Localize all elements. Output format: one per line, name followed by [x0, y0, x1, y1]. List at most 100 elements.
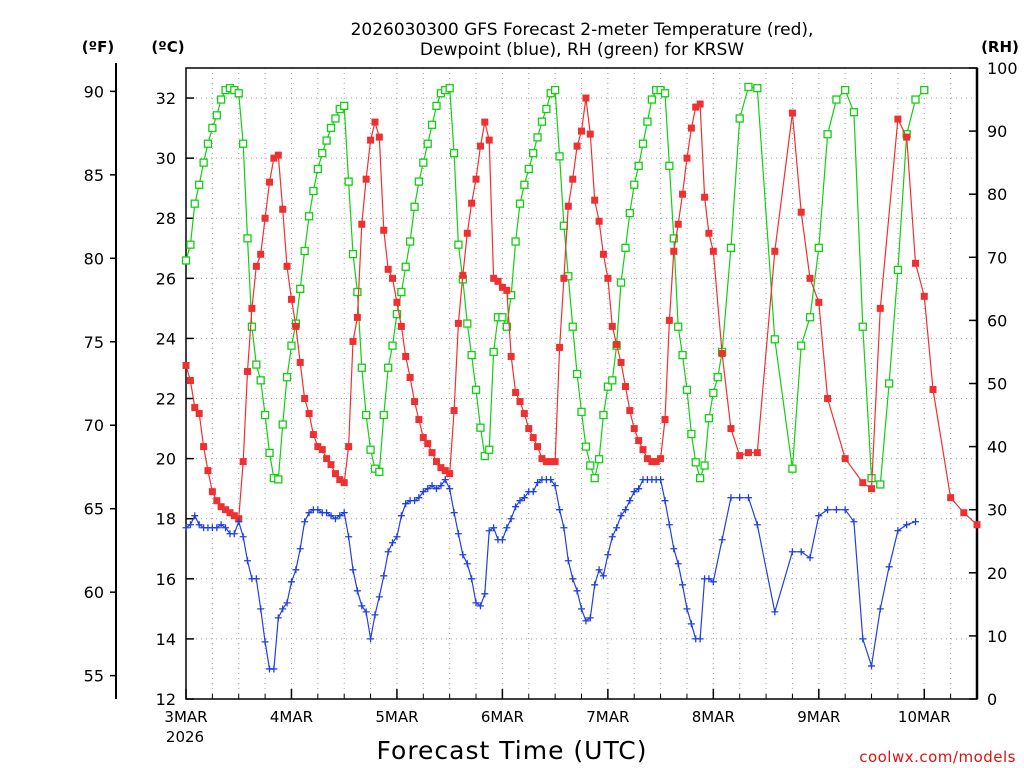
- rh-tick-label: 100: [987, 59, 1018, 78]
- temperature-point: [318, 446, 326, 454]
- temperature-point: [222, 506, 230, 514]
- rh-point: [709, 388, 718, 398]
- rh-point: [340, 101, 349, 111]
- temperature-point: [450, 407, 458, 415]
- temperature-point: [266, 178, 274, 186]
- temperature-point: [912, 259, 920, 267]
- temperature-point: [424, 440, 432, 448]
- temperature-point: [894, 115, 902, 123]
- rh-point: [318, 149, 327, 158]
- dewpoint-point: [797, 548, 805, 556]
- dewpoint-point: [498, 536, 506, 544]
- rh-point: [366, 445, 375, 454]
- dewpoint-point: [384, 548, 392, 556]
- rh-point: [876, 480, 885, 489]
- dewpoint-point: [397, 512, 405, 520]
- temperature-point: [824, 395, 832, 403]
- temperature-point: [485, 136, 493, 144]
- temperature-point: [736, 452, 744, 460]
- rh-point: [550, 85, 560, 95]
- dewpoint-point: [243, 557, 251, 565]
- temperature-point: [446, 470, 454, 478]
- rh-point: [788, 464, 797, 473]
- x-tick-label: 8MAR: [692, 708, 735, 726]
- temperature-point: [186, 376, 194, 384]
- rh-point: [823, 130, 832, 139]
- rh-point: [555, 152, 564, 161]
- celsius-tick-label: 26: [156, 269, 176, 288]
- temperature-point: [534, 443, 542, 451]
- temperature-point: [331, 470, 339, 478]
- temperature-point: [727, 425, 735, 433]
- temperature-point: [617, 358, 625, 366]
- dewpoint-point: [182, 524, 190, 532]
- temperature-point: [560, 274, 568, 282]
- rh-point: [287, 341, 296, 350]
- celsius-tick-label: 20: [156, 450, 176, 469]
- dewpoint-point: [876, 605, 884, 613]
- rh-point: [674, 322, 683, 331]
- rh-point: [911, 95, 920, 104]
- x-tick-label: 10MAR: [898, 708, 951, 726]
- rh-point: [638, 139, 648, 148]
- dewpoint-point: [832, 506, 840, 514]
- rh-point: [195, 180, 204, 189]
- fahrenheit-tick-label: 90: [84, 82, 104, 101]
- rh-point: [181, 256, 191, 265]
- temperature-point: [876, 304, 884, 312]
- credit-link[interactable]: coolwx.com/models: [859, 748, 1016, 766]
- temperature-point: [661, 416, 669, 424]
- rh-point: [696, 473, 705, 483]
- temperature-point: [529, 434, 537, 442]
- temperature-point: [375, 133, 383, 141]
- dewpoint-point: [613, 524, 621, 532]
- temperature-point: [687, 124, 695, 132]
- dewpoint-point: [239, 533, 247, 541]
- temperature-point: [573, 142, 581, 150]
- rh-point: [379, 410, 388, 420]
- dewpoint-point: [635, 485, 643, 493]
- temperature-point: [476, 142, 484, 150]
- rh-point: [304, 212, 314, 221]
- temperature-point: [973, 521, 981, 529]
- dewpoint-point: [679, 581, 687, 589]
- rh-point: [647, 95, 656, 104]
- rh-point: [542, 104, 551, 114]
- dewpoint-point: [850, 518, 858, 526]
- rh-point: [247, 322, 257, 331]
- temperature-point: [586, 130, 594, 138]
- dewpoint-point: [727, 494, 735, 502]
- dewpoint-point: [252, 575, 260, 583]
- temperature-point: [349, 337, 357, 345]
- rh-point: [199, 158, 208, 167]
- temperature-point: [797, 208, 805, 216]
- rh-point: [190, 199, 199, 208]
- fahrenheit-tick-label: 80: [84, 249, 104, 268]
- rh-point: [621, 243, 630, 252]
- dewpoint-point: [419, 488, 427, 496]
- dewpoint-point: [375, 593, 383, 601]
- rh-point: [265, 448, 274, 458]
- celsius-tick-label: 16: [156, 570, 176, 589]
- temperature-point: [204, 467, 212, 475]
- temperature-point: [454, 319, 462, 327]
- dewpoint-point: [389, 539, 397, 547]
- dewpoint-point: [661, 497, 669, 505]
- temperature-point: [292, 322, 300, 330]
- rh-point: [502, 322, 511, 331]
- temperature-point: [195, 410, 203, 418]
- temperature-point: [463, 229, 471, 237]
- dewpoint-point: [450, 509, 458, 517]
- dewpoint-point: [468, 575, 476, 583]
- rh-point: [884, 379, 894, 388]
- dewpoint-point: [301, 518, 309, 526]
- dewpoint-point: [665, 521, 673, 529]
- dewpoint-point: [687, 620, 695, 628]
- rh-point: [678, 350, 687, 360]
- rh-tick-label: 30: [987, 501, 1007, 520]
- dewpoint-point: [186, 521, 194, 529]
- dewpoint-point: [336, 512, 344, 520]
- rh-point: [920, 85, 929, 95]
- temperature-point: [806, 274, 814, 282]
